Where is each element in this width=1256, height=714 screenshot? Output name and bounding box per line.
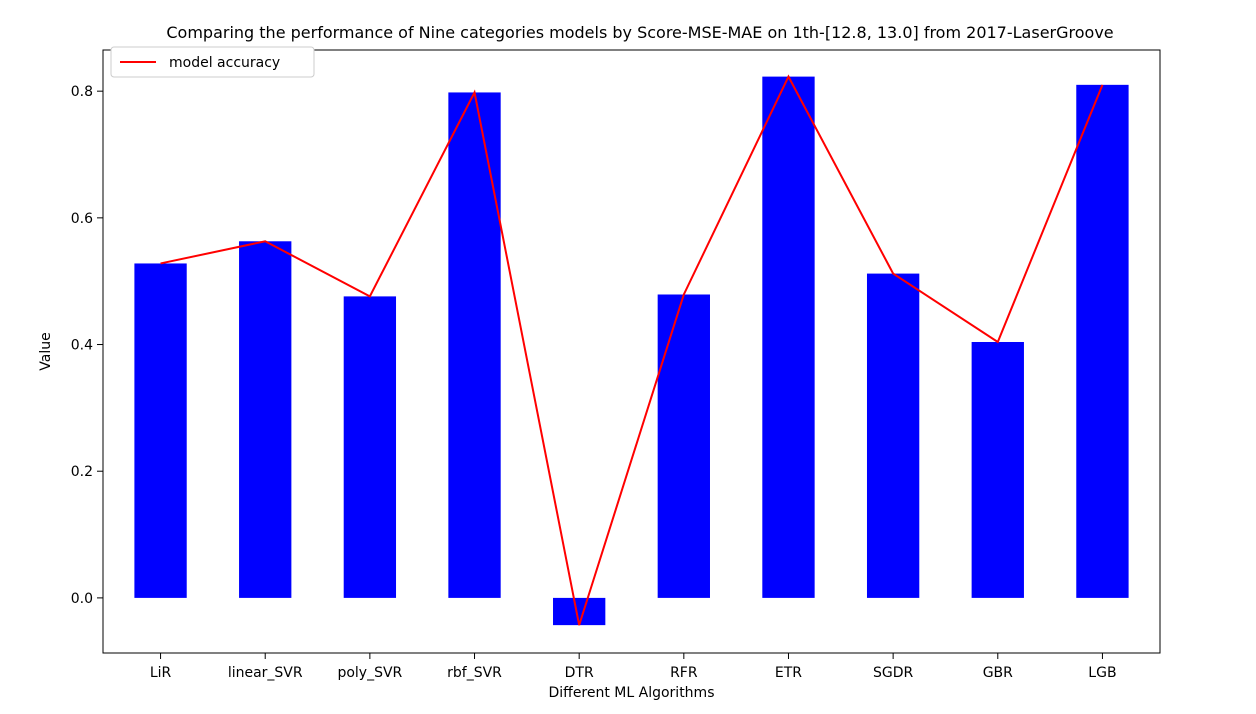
y-tick-label: 0.2	[71, 464, 93, 480]
x-axis: LiR linear_SVR poly_SVR rbf_SVR DTR RFR ETR SGD…	[150, 653, 1117, 681]
y-axis: 0.0 0.2 0.4 0.6 0.8	[71, 84, 103, 607]
bar-SGDR	[866, 273, 920, 598]
x-tick-label: SGDR	[873, 665, 914, 681]
x-tick-label: ETR	[775, 665, 802, 681]
y-axis-label: Value	[38, 332, 54, 370]
chart-title: Comparing the performance of Nine catego…	[166, 23, 1113, 42]
x-tick-label: rbf_SVR	[447, 665, 502, 681]
line-layer	[160, 74, 1104, 626]
x-tick-label: linear_SVR	[228, 665, 303, 681]
bar-LGB	[1076, 84, 1129, 598]
legend-entry-model-accuracy: model accuracy	[169, 55, 280, 71]
plot-frame	[102, 49, 1161, 654]
bar-ETR	[762, 76, 815, 598]
x-axis-label: Different ML Algorithms	[549, 685, 715, 701]
y-tick-label: 0.6	[71, 211, 93, 227]
x-tick-label: LGB	[1088, 665, 1116, 681]
bar-linear_SVR	[239, 241, 292, 598]
legend: model accuracy	[110, 46, 315, 78]
y-tick-label: 0.8	[71, 84, 93, 100]
bar-LiR	[134, 263, 187, 598]
x-tick-label: DTR	[565, 665, 594, 681]
x-tick-label: poly_SVR	[337, 665, 402, 681]
bar-GBR	[971, 341, 1024, 598]
x-tick-label: LiR	[150, 665, 172, 681]
bars-layer	[134, 76, 1129, 626]
y-tick-label: 0.0	[71, 591, 93, 607]
x-tick-label: RFR	[670, 665, 698, 681]
series-line-model-accuracy	[160, 74, 1104, 626]
legend-box	[110, 46, 315, 78]
bar-RFR	[657, 294, 710, 598]
bar-rbf_SVR	[448, 92, 501, 598]
x-tick-label: GBR	[983, 665, 1013, 681]
bar-poly_SVR	[343, 296, 397, 598]
y-tick-label: 0.4	[71, 338, 93, 354]
